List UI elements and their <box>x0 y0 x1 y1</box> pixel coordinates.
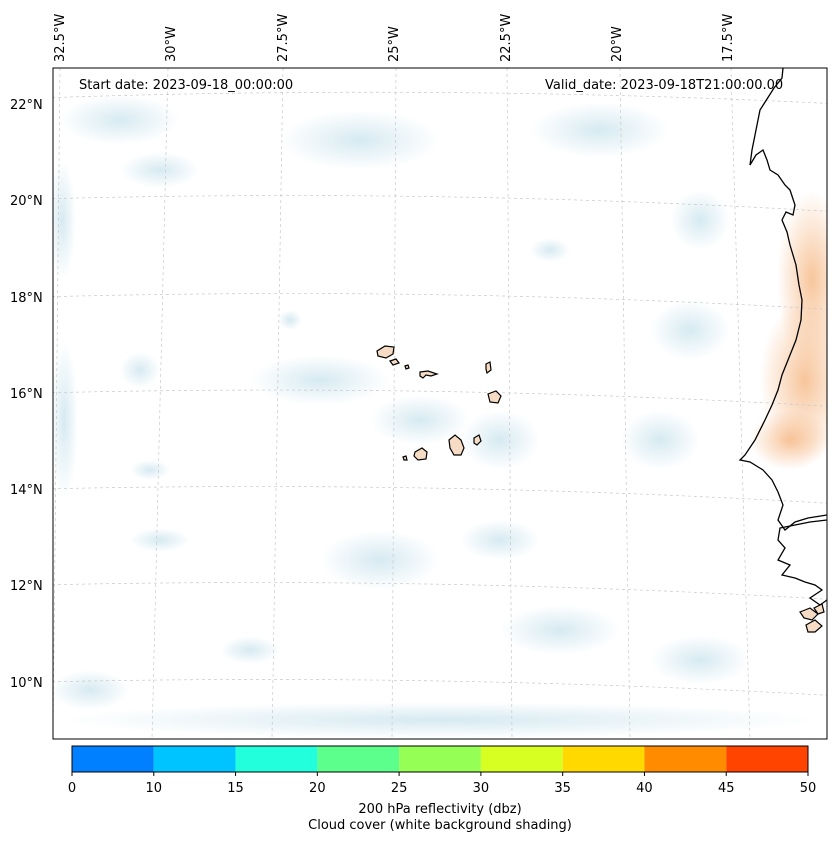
lat-label: 18°N <box>10 291 43 306</box>
lon-label: 32.5°W <box>53 13 68 62</box>
colorbar-label-2: Cloud cover (white background shading) <box>308 818 572 833</box>
colorbar-tick-label: 45 <box>718 781 735 796</box>
cape-verde-islands <box>376 345 502 461</box>
lat-label: 10°N <box>10 676 43 691</box>
colorbar-tick-label: 10 <box>146 781 163 796</box>
cloud-cover-shading <box>53 95 820 738</box>
graticule <box>53 68 827 739</box>
colorbar: 0 10 15 20 25 30 35 40 45 50 <box>68 745 817 796</box>
colorbar-segment <box>235 746 318 772</box>
colorbar-segment <box>399 746 481 772</box>
colorbar-tick-label: 15 <box>227 781 244 796</box>
lat-label: 12°N <box>10 579 43 594</box>
lon-label: 27.5°W <box>276 13 291 62</box>
bijagos-island-2 <box>805 619 823 633</box>
start-date-label: Start date: 2023-09-18_00:00:00 <box>79 78 294 93</box>
bijagos-island-3 <box>813 603 825 615</box>
lat-label: 22°N <box>10 98 43 113</box>
map-area <box>53 68 827 739</box>
lon-label: 17.5°W <box>721 13 736 62</box>
colorbar-segment <box>153 746 236 772</box>
colorbar-segment <box>480 746 563 772</box>
colorbar-frame <box>71 745 809 773</box>
colorbar-tick-label: 25 <box>391 781 408 796</box>
colorbar-tick-label: 50 <box>800 781 817 796</box>
lat-label: 16°N <box>10 387 43 402</box>
guinea-bissau-coastline <box>777 519 827 606</box>
valid-date-label: Valid_date: 2023-09-18T21:00:00.00 <box>545 78 784 93</box>
colorbar-tick-label: 20 <box>309 781 326 796</box>
lon-label: 20°W <box>610 26 625 62</box>
map-frame <box>52 67 828 740</box>
bijagos-islands <box>799 607 819 621</box>
colorbar-segment <box>726 746 808 772</box>
colorbar-label-1: 200 hPa reflectivity (dbz) <box>358 802 522 817</box>
colorbar-tick-label: 0 <box>68 781 76 796</box>
reflectivity-shading <box>750 190 827 470</box>
colorbar-tick-label: 40 <box>636 781 653 796</box>
colorbar-segment <box>72 746 154 772</box>
colorbar-segment <box>317 746 400 772</box>
colorbar-tick-label: 35 <box>554 781 571 796</box>
lat-label: 14°N <box>10 483 43 498</box>
africa-coastline <box>738 68 827 531</box>
colorbar-tick-label: 30 <box>473 781 490 796</box>
lon-label: 22.5°W <box>499 13 514 62</box>
colorbar-segment <box>644 746 727 772</box>
colorbar-segment <box>562 746 645 772</box>
lon-label: 25°W <box>387 26 402 62</box>
lat-label: 20°N <box>10 194 43 209</box>
lon-label: 30°W <box>164 26 179 62</box>
